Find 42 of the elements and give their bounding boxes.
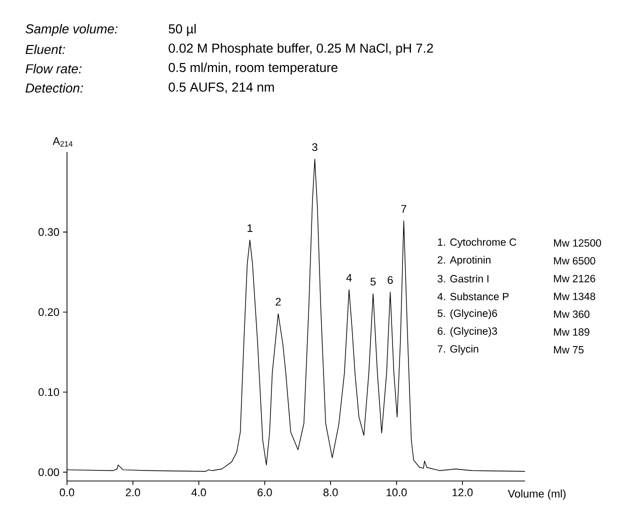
- text: Mw 6500: [554, 257, 596, 265]
- x-tick-label: 10.0: [386, 488, 407, 496]
- text: Mw 12500: [554, 239, 602, 247]
- text: Sample volume:: [26, 24, 118, 36]
- annotation: 3: [312, 143, 318, 152]
- annotation: 3. Gastrin I: [438, 274, 488, 282]
- text: Mw 360: [554, 310, 590, 318]
- x-tick-label: 12.0: [452, 488, 473, 496]
- x-tick-label: 6.0: [258, 488, 272, 496]
- annotation: 1: [248, 224, 252, 232]
- annotation: 4. Substance P: [437, 292, 509, 300]
- y-axis-title: A$_{214}$: [52, 137, 73, 146]
- text: Mw 189: [554, 328, 590, 336]
- annotation: 1. Cytochrome C: [438, 238, 516, 248]
- annotation: 4: [346, 274, 352, 282]
- y-tick-label: 0.10: [38, 388, 60, 396]
- y-tick-label: 0.30: [38, 228, 60, 236]
- text: Eluent:: [26, 44, 65, 54]
- y-tick-label: 0.00: [38, 468, 60, 476]
- text: Flow rate:: [26, 64, 82, 74]
- annotation: 5: [370, 278, 376, 286]
- text: 0.5 ml/min, room temperature: [168, 62, 338, 75]
- x-axis-title: Volume (ml): [508, 490, 566, 500]
- x-tick-label: 0.0: [60, 488, 74, 496]
- text: Mw 75: [554, 346, 584, 354]
- text: 50 µl: [168, 24, 196, 36]
- text: 0.5 AUFS, 214 nm: [168, 82, 274, 94]
- text: Mw 1348: [554, 292, 596, 300]
- annotation: 2. Aprotinin: [438, 256, 490, 266]
- annotation: 6: [388, 276, 393, 284]
- text: Detection:: [26, 83, 83, 93]
- annotation: 2: [276, 298, 281, 306]
- annotation: 6. (Glycine)3: [438, 327, 497, 337]
- y-tick-label: 0.20: [38, 308, 60, 316]
- text: Mw 2126: [554, 274, 596, 282]
- text: 0.02 M Phosphate buffer, 0.25 M NaCl, pH 7.2: [168, 43, 433, 56]
- annotation: 5. (Glycine)6: [438, 309, 497, 320]
- x-tick-label: 8.0: [323, 488, 338, 496]
- x-tick-label: 4.0: [191, 488, 206, 496]
- annotation: 7: [401, 205, 406, 213]
- x-tick-label: 2.0: [126, 488, 140, 496]
- annotation: 7. Glycin: [438, 344, 478, 355]
